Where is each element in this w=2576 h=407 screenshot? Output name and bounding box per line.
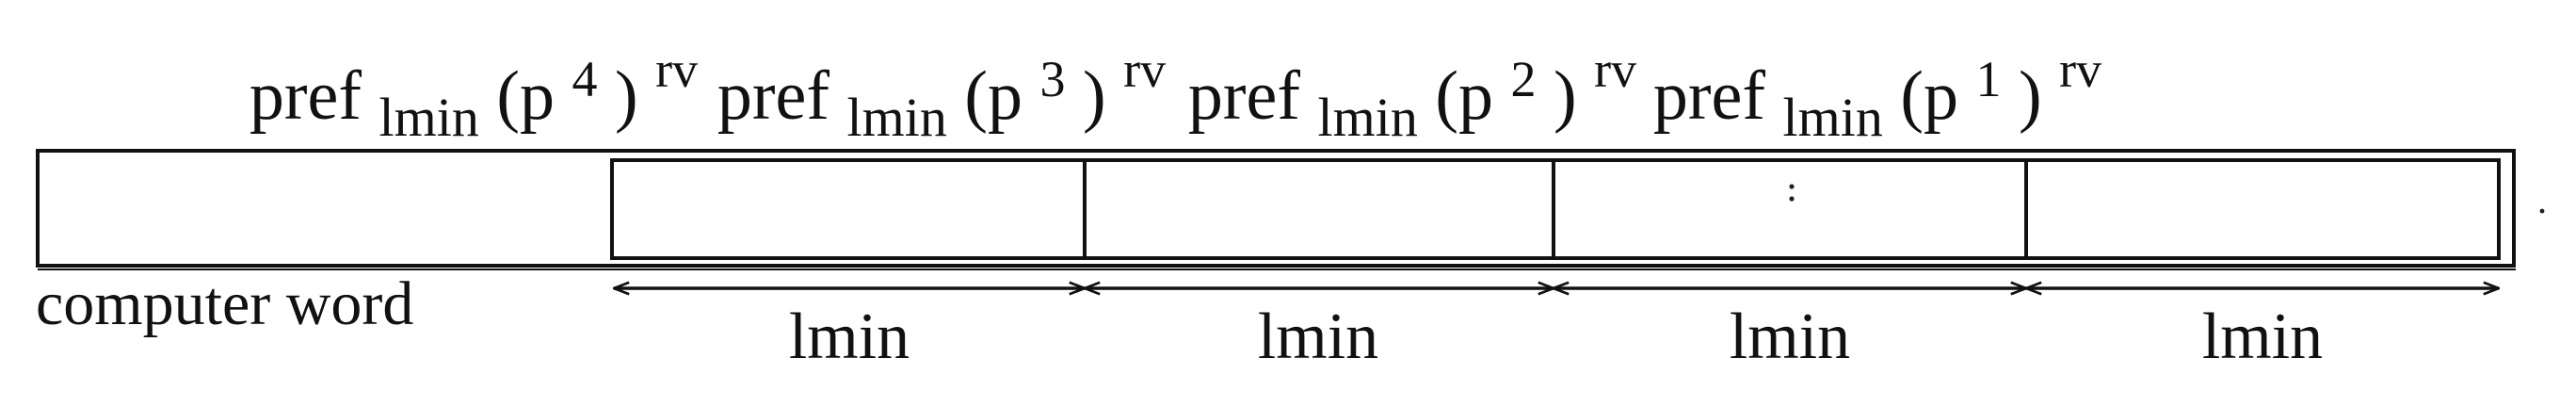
segment-box-p4 xyxy=(610,158,1087,260)
lmin-label-p1: lmin xyxy=(2202,301,2323,373)
lmin-label-p3: lmin xyxy=(1258,301,1378,373)
computer-word-caption: computer word xyxy=(36,269,413,338)
segment-label-p4: pref lmin (p 4 ) rv xyxy=(250,35,698,152)
segment-label-p3: pref lmin (p 3 ) rv xyxy=(717,35,1166,152)
lmin-label-p2: lmin xyxy=(1730,301,1850,373)
segment-box-p3 xyxy=(1083,158,1555,260)
segment-box-p2 xyxy=(1552,158,2028,260)
lmin-label-p4: lmin xyxy=(789,301,910,373)
small-dot-mark xyxy=(2539,208,2545,214)
small-dot-mark xyxy=(1789,184,1795,189)
segment-label-p1: pref lmin (p 1 ) rv xyxy=(1653,35,2101,152)
small-dot-mark xyxy=(1789,196,1795,202)
segment-box-p1 xyxy=(2024,158,2501,260)
computer-word-frame xyxy=(36,149,2516,268)
segment-label-p2: pref lmin (p 2 ) rv xyxy=(1188,35,1636,152)
